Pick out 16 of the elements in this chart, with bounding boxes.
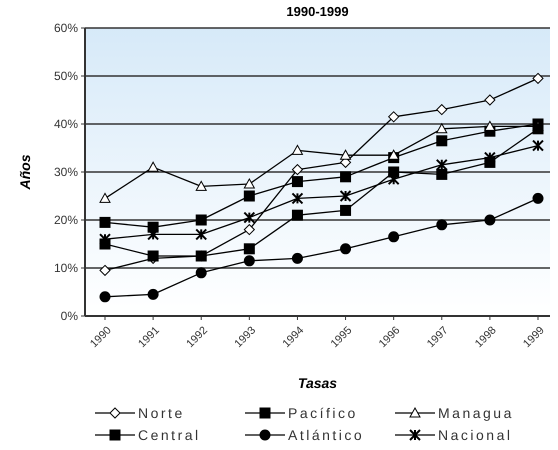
y-tick-label: 50% (54, 69, 78, 84)
y-tick-label: 40% (54, 117, 78, 132)
legend-label: Pacífico (288, 404, 358, 421)
legend-label: Managua (438, 404, 514, 421)
legend-label: Atlántico (288, 426, 364, 443)
legend-label: Norte (138, 404, 185, 421)
y-tick-label: 60% (54, 21, 78, 36)
y-tick-label: 20% (54, 213, 78, 228)
chart-title: 1990-1999 (286, 4, 349, 19)
legend-label: Nacional (438, 426, 512, 443)
y-tick-label: 10% (54, 261, 78, 276)
y-tick-label: 30% (54, 165, 78, 180)
y-tick-label: 0% (60, 309, 78, 324)
y-axis-title: Años (17, 154, 33, 190)
legend-label: Central (138, 426, 201, 443)
x-axis-title: Tasas (298, 375, 338, 391)
